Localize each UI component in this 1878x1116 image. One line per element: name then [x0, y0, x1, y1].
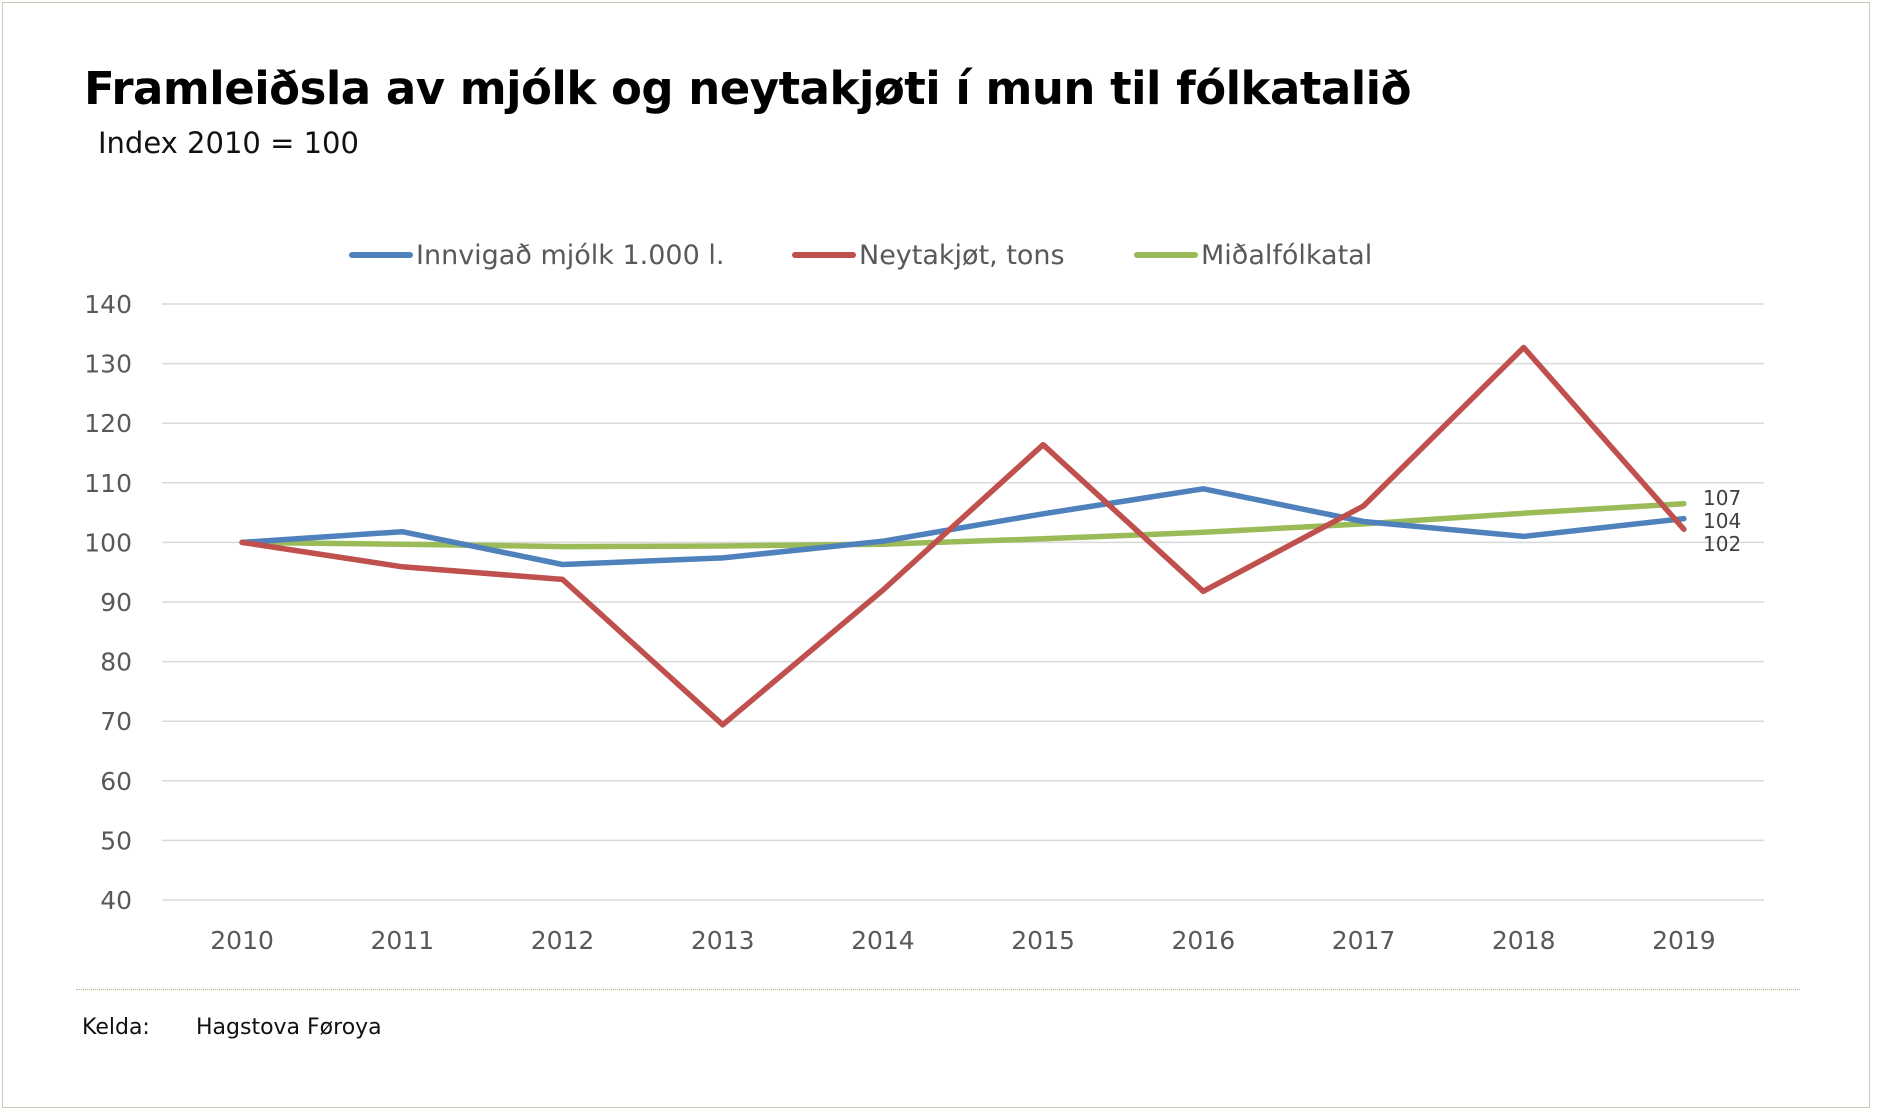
x-axis-ticks: 2010 2011 2012 2013 2014 2015 2016 2017 2018 2019: [210, 926, 1715, 955]
y-tick-label-140: 140: [84, 290, 132, 319]
y-tick-label-130: 130: [84, 350, 132, 379]
series-lines: [239, 344, 1687, 728]
y-axis-ticks: 40 50 60 70 80 90 100 110 120 130 140: [84, 290, 132, 915]
end-label-0: 104: [1703, 509, 1741, 533]
series-line-0: [239, 486, 1687, 568]
y-tick-label-80: 80: [100, 648, 132, 677]
y-tick-label-70: 70: [100, 707, 132, 736]
x-tick-label-2019: 2019: [1652, 926, 1716, 955]
y-tick-label-40: 40: [100, 886, 132, 915]
y-tick-label-120: 120: [84, 409, 132, 438]
y-tick-label-110: 110: [84, 469, 132, 498]
y-tick-label-60: 60: [100, 767, 132, 796]
legend-label-0: Innvigað mjólk 1.000 l.: [416, 240, 724, 271]
source-value: Hagstova Føroya: [196, 1015, 382, 1040]
gridlines: [162, 303, 1764, 901]
x-tick-label-2016: 2016: [1171, 926, 1235, 955]
y-tick-label-50: 50: [100, 826, 132, 855]
x-tick-label-2012: 2012: [531, 926, 595, 955]
y-tick-label-90: 90: [100, 588, 132, 617]
x-tick-label-2011: 2011: [370, 926, 434, 955]
x-tick-label-2014: 2014: [851, 926, 915, 955]
source-divider: [76, 989, 1800, 990]
legend: Innvigað mjólk 1.000 l. Neytakjøt, tons Mi…: [349, 240, 1372, 271]
legend-label-1: Neytakjøt, tons: [859, 240, 1065, 271]
x-tick-label-2018: 2018: [1492, 926, 1556, 955]
x-tick-label-2017: 2017: [1332, 926, 1396, 955]
x-tick-label-2010: 2010: [210, 926, 274, 955]
y-tick-label-100: 100: [84, 528, 132, 557]
chart-title: Framleiðsla av mjólk og neytakjøti í mun…: [84, 62, 1411, 115]
x-tick-label-2015: 2015: [1011, 926, 1075, 955]
end-label-2: 107: [1703, 486, 1741, 510]
series-line-1: [239, 344, 1687, 728]
legend-label-2: Miðalfólkatal: [1201, 240, 1372, 271]
chart-subtitle: Index 2010 = 100: [98, 126, 359, 160]
source-label: Kelda:: [82, 1015, 150, 1040]
x-tick-label-2013: 2013: [691, 926, 755, 955]
end-label-1: 102: [1703, 532, 1741, 556]
